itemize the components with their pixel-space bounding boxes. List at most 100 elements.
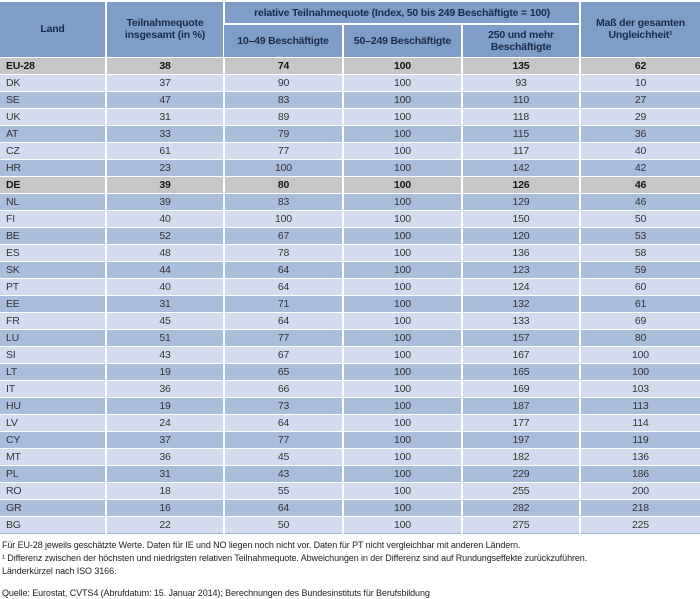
country-code-cell: FR <box>0 311 106 329</box>
medium-firms-index-cell: 100 <box>342 430 462 448</box>
table-row: CZ 61 77 100 117 40 <box>0 141 700 159</box>
large-firms-index-cell: 135 <box>461 56 580 74</box>
inequality-measure-cell: 40 <box>579 141 700 159</box>
inequality-measure-cell: 103 <box>579 379 700 397</box>
table-row: LV 24 64 100 177 114 <box>0 413 700 431</box>
country-code-cell: AT <box>0 124 106 142</box>
total-rate-cell: 16 <box>105 498 224 516</box>
total-rate-cell: 51 <box>105 328 224 346</box>
medium-firms-index-cell: 100 <box>342 124 462 142</box>
medium-firms-index-cell: 100 <box>342 141 462 159</box>
country-code-cell: NL <box>0 192 106 210</box>
small-firms-index-cell: 64 <box>223 413 343 431</box>
inequality-measure-cell: 60 <box>579 277 700 295</box>
country-code-cell: LT <box>0 362 106 380</box>
inequality-measure-cell: 218 <box>579 498 700 516</box>
table-row: EE 31 71 100 132 61 <box>0 294 700 312</box>
inequality-measure-cell: 136 <box>579 447 700 465</box>
col-header-10-49-employees: 10–49 Beschäftigte <box>224 23 343 57</box>
medium-firms-index-cell: 100 <box>342 396 462 414</box>
small-firms-index-cell: 65 <box>223 362 343 380</box>
large-firms-index-cell: 123 <box>461 260 580 278</box>
medium-firms-index-cell: 100 <box>342 107 462 125</box>
inequality-measure-cell: 46 <box>579 192 700 210</box>
small-firms-index-cell: 77 <box>223 141 343 159</box>
country-code-cell: MT <box>0 447 106 465</box>
total-rate-cell: 38 <box>105 56 224 74</box>
large-firms-index-cell: 177 <box>461 413 580 431</box>
col-header-250-plus-employees: 250 und mehr Beschäftigte <box>461 23 580 57</box>
medium-firms-index-cell: 100 <box>342 362 462 380</box>
inequality-measure-cell: 200 <box>579 481 700 499</box>
total-rate-cell: 40 <box>105 209 224 227</box>
country-code-cell: BG <box>0 515 106 534</box>
small-firms-index-cell: 43 <box>223 464 343 482</box>
country-code-cell: ES <box>0 243 106 261</box>
inequality-measure-cell: 59 <box>579 260 700 278</box>
table-row: DE 39 80 100 126 46 <box>0 175 700 193</box>
medium-firms-index-cell: 100 <box>342 515 462 534</box>
medium-firms-index-cell: 100 <box>342 226 462 244</box>
small-firms-index-cell: 79 <box>223 124 343 142</box>
country-code-cell: PL <box>0 464 106 482</box>
small-firms-index-cell: 45 <box>223 447 343 465</box>
table-row: LT 19 65 100 165 100 <box>0 362 700 380</box>
large-firms-index-cell: 136 <box>461 243 580 261</box>
country-code-cell: UK <box>0 107 106 125</box>
large-firms-index-cell: 120 <box>461 226 580 244</box>
country-code-cell: DE <box>0 175 106 193</box>
large-firms-index-cell: 117 <box>461 141 580 159</box>
table-row: BG 22 50 100 275 225 <box>0 515 700 534</box>
table-row: MT 36 45 100 182 136 <box>0 447 700 465</box>
small-firms-index-cell: 71 <box>223 294 343 312</box>
table-row: SE 47 83 100 110 27 <box>0 90 700 108</box>
medium-firms-index-cell: 100 <box>342 379 462 397</box>
total-rate-cell: 52 <box>105 226 224 244</box>
inequality-measure-cell: 46 <box>579 175 700 193</box>
country-code-cell: PT <box>0 277 106 295</box>
small-firms-index-cell: 77 <box>223 328 343 346</box>
col-header-total-rate: Teilnahmequote insgesamt (in %) <box>105 2 224 57</box>
total-rate-cell: 31 <box>105 464 224 482</box>
medium-firms-index-cell: 100 <box>342 56 462 74</box>
country-code-cell: HU <box>0 396 106 414</box>
table-row: NL 39 83 100 129 46 <box>0 192 700 210</box>
footnotes-block: Für EU-28 jeweils geschätzte Werte. Date… <box>0 534 700 578</box>
small-firms-index-cell: 90 <box>223 73 343 91</box>
medium-firms-index-cell: 100 <box>342 260 462 278</box>
inequality-measure-cell: 69 <box>579 311 700 329</box>
country-code-cell: CZ <box>0 141 106 159</box>
large-firms-index-cell: 118 <box>461 107 580 125</box>
large-firms-index-cell: 115 <box>461 124 580 142</box>
total-rate-cell: 40 <box>105 277 224 295</box>
col-header-land: Land <box>0 2 106 57</box>
country-code-cell: BE <box>0 226 106 244</box>
total-rate-cell: 36 <box>105 447 224 465</box>
inequality-measure-cell: 58 <box>579 243 700 261</box>
large-firms-index-cell: 275 <box>461 515 580 534</box>
medium-firms-index-cell: 100 <box>342 90 462 108</box>
table-header: Land Teilnahmequote insgesamt (in %) rel… <box>0 2 700 57</box>
small-firms-index-cell: 66 <box>223 379 343 397</box>
inequality-measure-cell: 61 <box>579 294 700 312</box>
total-rate-cell: 19 <box>105 362 224 380</box>
small-firms-index-cell: 67 <box>223 226 343 244</box>
table-row: IT 36 66 100 169 103 <box>0 379 700 397</box>
country-code-cell: EU-28 <box>0 56 106 74</box>
table-row: LU 51 77 100 157 80 <box>0 328 700 346</box>
table-row: FI 40 100 100 150 50 <box>0 209 700 227</box>
total-rate-cell: 36 <box>105 379 224 397</box>
country-code-cell: SI <box>0 345 106 363</box>
country-code-cell: FI <box>0 209 106 227</box>
country-code-cell: LU <box>0 328 106 346</box>
total-rate-cell: 23 <box>105 158 224 176</box>
country-code-cell: EE <box>0 294 106 312</box>
large-firms-index-cell: 255 <box>461 481 580 499</box>
medium-firms-index-cell: 100 <box>342 311 462 329</box>
table-row: ES 48 78 100 136 58 <box>0 243 700 261</box>
total-rate-cell: 39 <box>105 192 224 210</box>
small-firms-index-cell: 83 <box>223 90 343 108</box>
small-firms-index-cell: 64 <box>223 260 343 278</box>
inequality-measure-cell: 100 <box>579 345 700 363</box>
inequality-measure-cell: 100 <box>579 362 700 380</box>
